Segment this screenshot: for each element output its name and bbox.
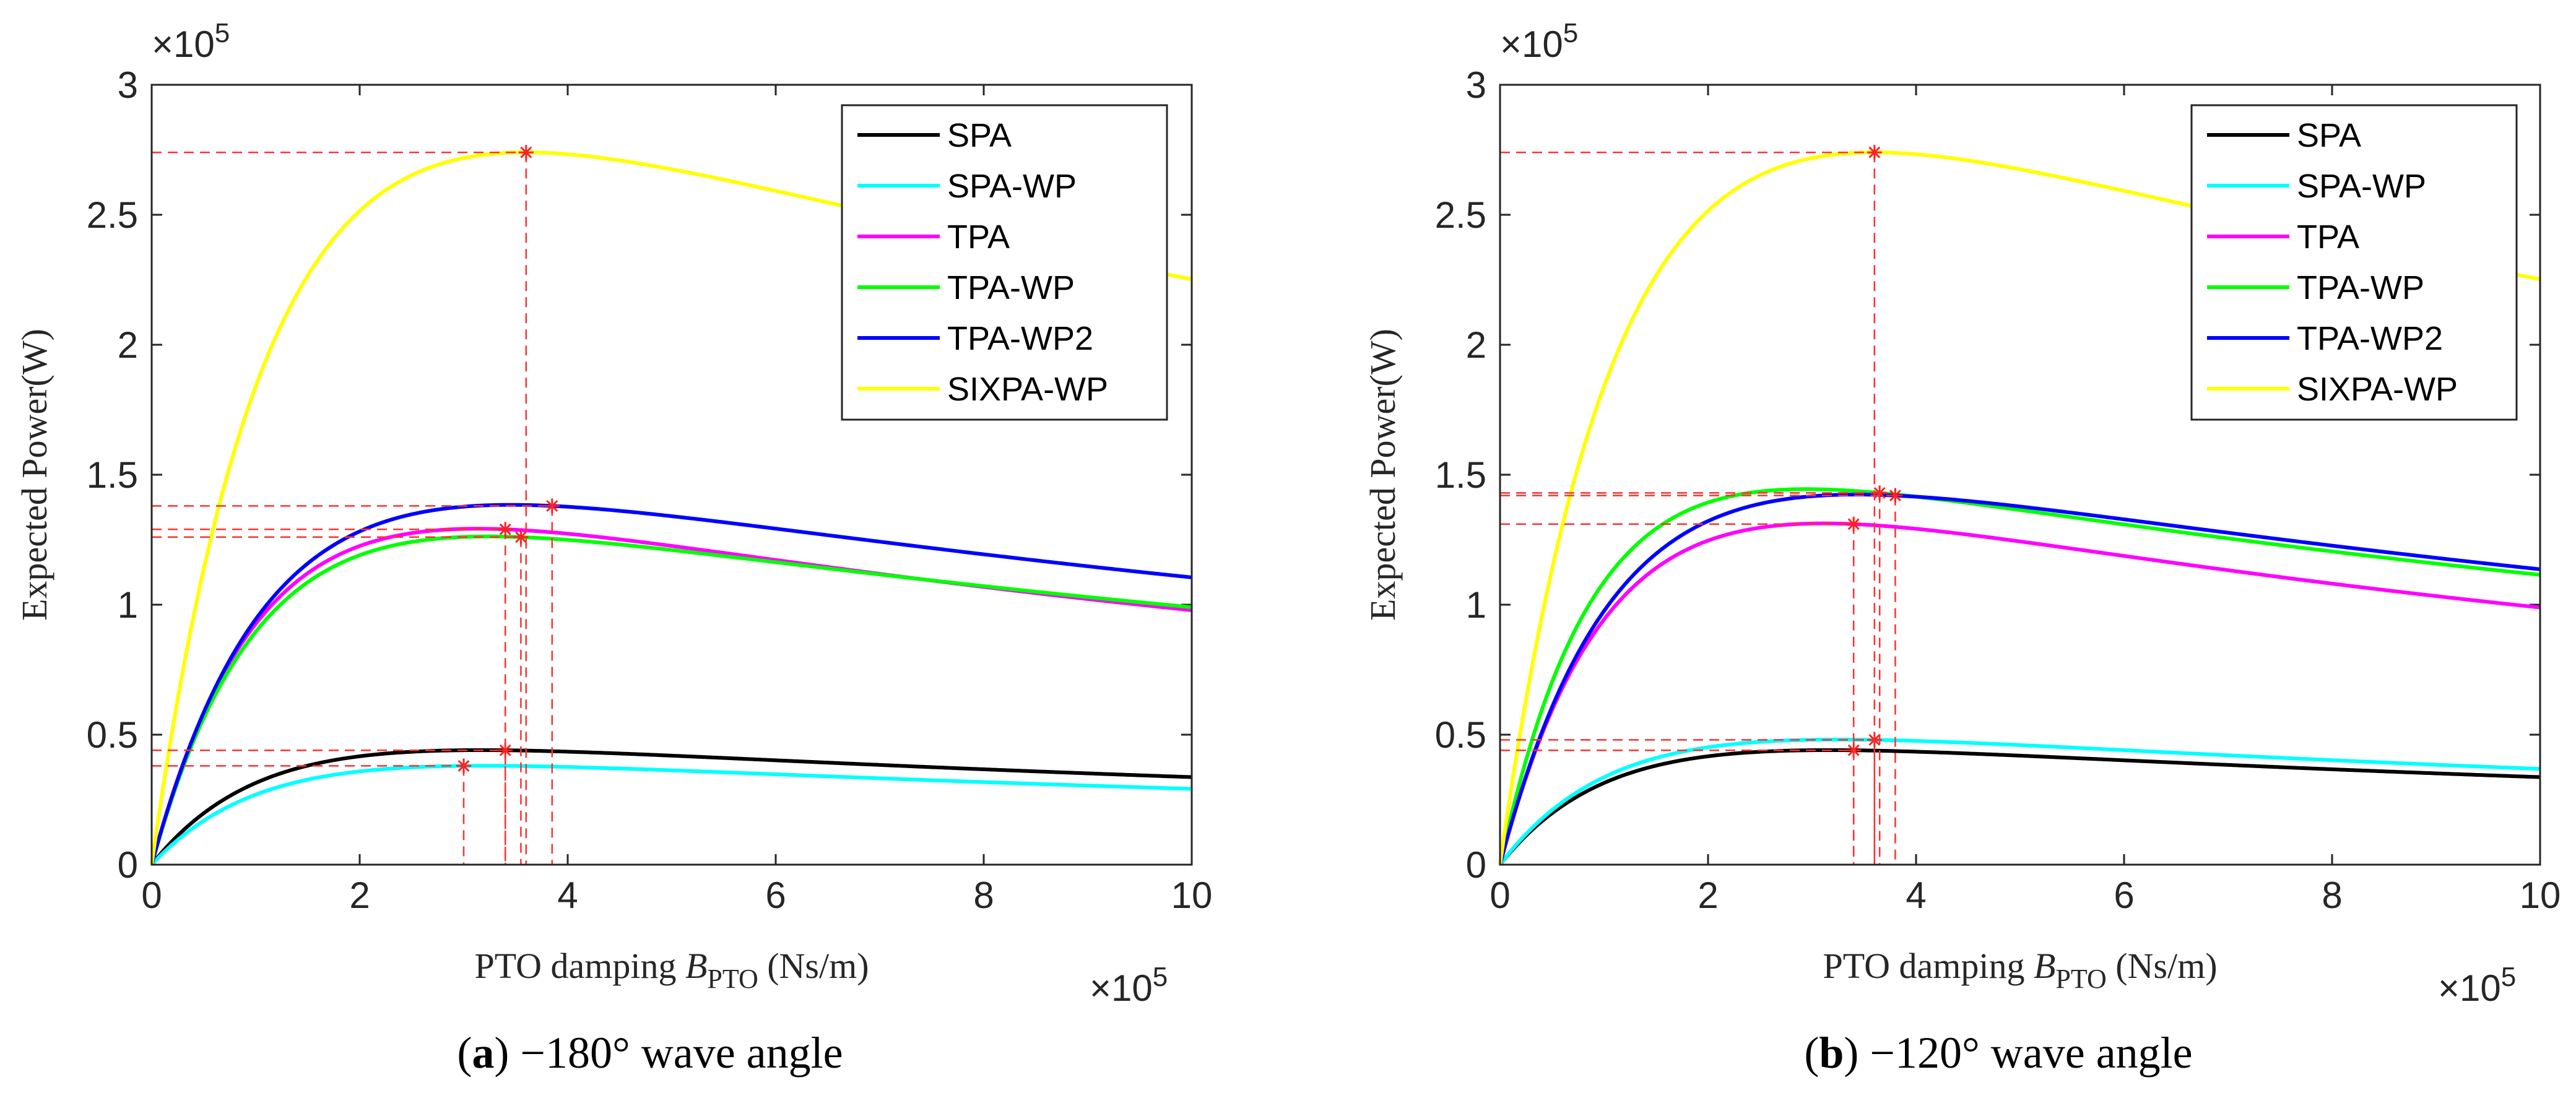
x-axis-label: PTO damping BPTO (Ns/m) bbox=[1823, 946, 2217, 994]
peak-star-marker bbox=[513, 529, 529, 545]
x-tick-label: 6 bbox=[765, 875, 786, 916]
legend-box bbox=[841, 104, 1168, 421]
x-axis-exponent: ×105 bbox=[2438, 962, 2516, 1009]
y-tick-label: 1 bbox=[1466, 584, 1486, 626]
x-tick-label: 2 bbox=[349, 875, 370, 916]
legend-label: SPA-WP bbox=[2297, 168, 2426, 205]
legend-label: TPA bbox=[947, 218, 1010, 256]
legend-box bbox=[2190, 104, 2518, 421]
y-tick-label: 2 bbox=[118, 324, 138, 366]
y-tick-label: 3 bbox=[1466, 64, 1486, 106]
y-axis-exponent: ×105 bbox=[1500, 18, 1578, 65]
x-tick-label: 2 bbox=[1698, 875, 1718, 916]
axes-box bbox=[150, 84, 1193, 866]
y-tick-label: 0.5 bbox=[1435, 714, 1486, 756]
y-axis-label: Expected Power(W) bbox=[14, 329, 54, 621]
x-tick-label: 4 bbox=[557, 875, 578, 916]
legend-label: SPA bbox=[947, 117, 1012, 154]
x-tick-label: 8 bbox=[2322, 875, 2342, 916]
legend-label: TPA-WP bbox=[2297, 269, 2424, 306]
peak-star-marker bbox=[518, 145, 534, 160]
series-line-tpa-wp bbox=[150, 534, 1192, 865]
legend-label: TPA-WP bbox=[947, 269, 1075, 306]
y-tick-label: 1.5 bbox=[87, 454, 138, 496]
legend: SPA SPA-WP TPA TPA-WP TPA-WP2 SIXPA-WP bbox=[2190, 104, 2518, 421]
series-line-spa bbox=[150, 748, 1192, 866]
peak-markers bbox=[152, 145, 560, 865]
y-tick-label: 2.5 bbox=[87, 194, 138, 236]
chart-panel-a: 0 2 4 6 8 10 0 0.5 1 1.5 2 2.5 3 SPA SPA-WP TPA TPA-WP TP… bbox=[14, 18, 1212, 1078]
y-tick-label: 0.5 bbox=[87, 714, 138, 756]
peak-star-marker bbox=[456, 758, 471, 774]
chart-panel-b: 0 2 4 6 8 10 0 0.5 1 1.5 2 2.5 3 SPA SPA-WP TPA TPA-WP TP… bbox=[1363, 18, 2561, 1078]
series-line-spa bbox=[1498, 748, 2541, 866]
y-axis-label: Expected Power(W) bbox=[1363, 329, 1403, 621]
x-tick-label: 6 bbox=[2114, 875, 2134, 916]
legend-label: TPA-WP2 bbox=[947, 320, 1093, 357]
y-tick-label: 1.5 bbox=[1435, 454, 1486, 496]
legend-label: TPA bbox=[2297, 218, 2359, 256]
series-line-spa-wp bbox=[1498, 737, 2541, 866]
legend: SPA SPA-WP TPA TPA-WP TPA-WP2 SIXPA-WP bbox=[841, 104, 1168, 421]
peak-star-marker bbox=[544, 498, 560, 514]
y-tick-label: 2.5 bbox=[1435, 194, 1486, 236]
x-tick-label: 4 bbox=[1906, 875, 1926, 916]
series-line-tpa-wp2 bbox=[1498, 493, 2541, 865]
peak-star-marker bbox=[1867, 145, 1882, 160]
x-tick-label: 8 bbox=[973, 875, 994, 916]
peak-star-marker bbox=[498, 743, 513, 758]
peak-star-marker bbox=[498, 522, 513, 537]
x-tick-label: 0 bbox=[141, 875, 162, 916]
peak-star-marker bbox=[1846, 516, 1862, 532]
peak-star-marker bbox=[1888, 488, 1903, 503]
y-tick-label: 1 bbox=[118, 584, 138, 626]
legend-label: SIXPA-WP bbox=[947, 371, 1108, 408]
x-axis-label: PTO damping BPTO (Ns/m) bbox=[474, 946, 869, 994]
panel-caption: (a) −180° wave angle bbox=[457, 1028, 843, 1078]
legend-label: TPA-WP2 bbox=[2297, 320, 2443, 357]
axes-box bbox=[1499, 84, 2541, 866]
series-line-spa-wp bbox=[150, 764, 1192, 867]
y-tick-label: 3 bbox=[118, 64, 138, 106]
legend-label: SPA-WP bbox=[947, 168, 1077, 205]
x-tick-label: 0 bbox=[1490, 875, 1510, 916]
series-line-tpa bbox=[1498, 521, 2541, 865]
legend-label: SPA bbox=[2297, 117, 2361, 154]
y-tick-label: 0 bbox=[118, 844, 138, 886]
y-tick-label: 0 bbox=[1466, 844, 1486, 886]
y-tick-label: 2 bbox=[1466, 324, 1486, 366]
peak-markers bbox=[1500, 145, 1903, 865]
series-line-tpa-wp bbox=[1498, 487, 2541, 865]
peak-star-marker bbox=[1872, 485, 1888, 501]
series-line-tpa-wp2 bbox=[150, 503, 1192, 865]
x-tick-label: 10 bbox=[2520, 875, 2561, 916]
x-tick-label: 10 bbox=[1171, 875, 1213, 916]
series-lines bbox=[1498, 150, 2541, 866]
y-axis-exponent: ×105 bbox=[152, 18, 230, 65]
legend-label: SIXPA-WP bbox=[2297, 371, 2458, 408]
x-axis-exponent: ×105 bbox=[1090, 962, 1168, 1009]
panel-caption: (b) −120° wave angle bbox=[1804, 1028, 2192, 1078]
